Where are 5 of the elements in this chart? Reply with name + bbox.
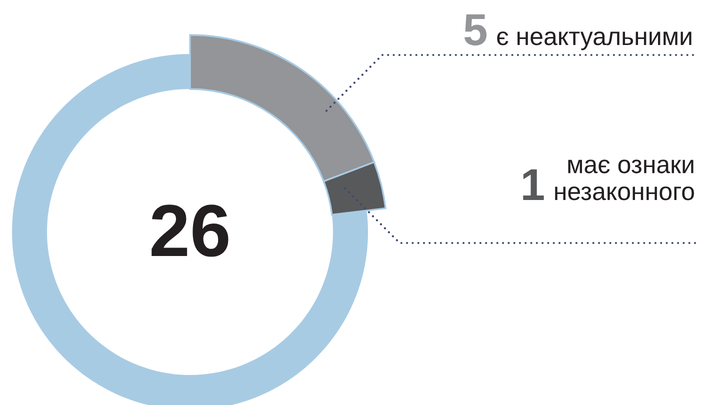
slice-label: має ознаки незаконного — [555, 160, 694, 200]
data-label: 1 — [523, 169, 544, 200]
data-label: 5 — [464, 14, 487, 46]
slice-label: є неактуальними — [497, 32, 692, 50]
text: 26 — [152, 204, 228, 257]
